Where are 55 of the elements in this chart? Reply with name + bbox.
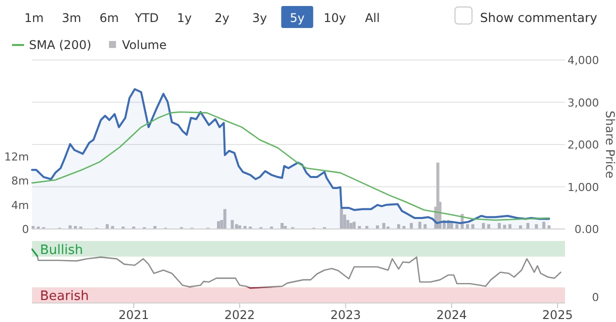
text: 10y: [324, 11, 346, 25]
y-tick-label: 0.00: [574, 223, 599, 236]
y2-tick-label: 8m: [11, 174, 29, 188]
y2-tick-label: 0: [22, 223, 29, 236]
y-tick-label: 4,000: [568, 54, 599, 67]
text: 2y: [214, 11, 230, 25]
line-series: [31, 111, 550, 221]
bar: [471, 224, 474, 229]
y2-tick-label: 4m: [11, 198, 29, 212]
bar: [482, 222, 485, 229]
text: 0: [592, 291, 599, 304]
band-label: Bullish: [40, 242, 84, 258]
bar: [455, 224, 458, 229]
text: 3y: [252, 11, 267, 25]
text: All: [364, 11, 380, 25]
bar: [352, 222, 356, 229]
bar: [424, 224, 427, 229]
bar: [526, 222, 530, 229]
bar: [466, 224, 470, 229]
y-tick-label: 2,000: [568, 138, 599, 152]
bar: [498, 222, 501, 229]
x-tick-label: 2025: [542, 308, 573, 322]
bar: [230, 220, 234, 229]
text: 5y: [290, 11, 305, 25]
y-tick-label: 1,000: [568, 180, 599, 194]
text: YTD: [134, 11, 159, 25]
bar: [382, 222, 386, 229]
bar: [216, 221, 220, 229]
y2-tick-label: 12m: [4, 150, 29, 164]
bar: [106, 224, 109, 229]
x-tick-label: 2024: [436, 308, 467, 322]
text: 1y: [177, 11, 192, 25]
y-axis-title: Share Price: [603, 110, 616, 178]
bar: [397, 224, 400, 229]
bar: [487, 224, 490, 229]
bar: [280, 222, 284, 229]
text: Show commentary: [480, 10, 598, 25]
bar: [534, 224, 538, 229]
bar: [542, 222, 546, 229]
text: 6m: [100, 11, 119, 25]
bar: [235, 224, 238, 229]
legend-label: SMA (200): [29, 38, 92, 52]
x-tick-label: 2023: [330, 308, 361, 322]
bar: [223, 209, 226, 229]
text: 3m: [62, 11, 82, 25]
bar: [410, 222, 413, 229]
x-tick-label: 2021: [118, 308, 149, 322]
bar: [418, 222, 422, 229]
legend-label: Volume: [122, 38, 167, 52]
x-tick-label: 2022: [224, 308, 255, 322]
bar: [508, 224, 512, 229]
bar: [340, 208, 343, 229]
text: 1m: [24, 11, 44, 25]
y-tick-label: 3,000: [568, 96, 599, 110]
band-label: Bearish: [40, 289, 89, 304]
